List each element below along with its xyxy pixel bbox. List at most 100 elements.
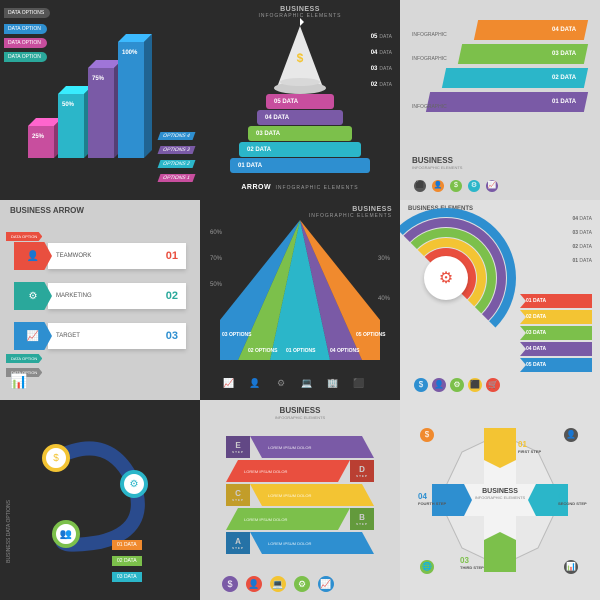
data-label: 01 DATA: [112, 540, 142, 550]
ribbon: 01 DATA: [426, 92, 588, 112]
zigzag-row: CSTEPLOREM IPSUM DOLOR: [226, 484, 374, 506]
panel-arrow-rows: BUSINESS ARROW 👤 TEAMWORK01 ⚙ MARKETING0…: [0, 200, 200, 400]
arrow-row: ⚙ MARKETING02: [14, 280, 186, 312]
spiral-node: 👥: [52, 520, 80, 548]
percent-label: 50%: [210, 282, 222, 288]
option-label: 03 OPTIONS: [222, 332, 251, 338]
row-plate: TARGET03: [48, 323, 186, 349]
arc-center-icon: ⚙: [424, 256, 468, 300]
data-row: 02 DATA: [520, 310, 592, 324]
arc-rlabel: 02 DATA: [572, 244, 592, 250]
mini-icon: 👤: [246, 576, 262, 592]
data-row: 01 DATA: [520, 294, 592, 308]
option-label: OPTIONS 3: [158, 146, 196, 154]
ribbon: 02 DATA: [442, 68, 588, 88]
step-rlabel: 05DATA: [371, 34, 392, 40]
panel7-sidelabel: BUSINESS DATA OPTIONS: [6, 500, 12, 563]
data-option-tag: DATA OPTION: [4, 24, 47, 34]
mini-icon: 📈: [318, 576, 334, 592]
bar-3d: 50%: [58, 86, 84, 158]
mini-icon: 👤: [432, 378, 446, 392]
data-option-tag: DATA OPTION: [4, 38, 47, 48]
mini-icon: $: [222, 576, 238, 592]
mini-icon: ⬛: [352, 378, 366, 392]
option-label: OPTIONS 1: [158, 174, 196, 182]
infographic-grid: DATA OPTIONS DATA OPTION DATA OPTION DATA …: [0, 0, 600, 600]
data-label: 03 DATA: [112, 572, 142, 582]
arc-rlabel: 01 DATA: [572, 258, 592, 264]
octagon-arm-label: 01FIRST STEP: [518, 440, 541, 454]
mini-icon: ⚙: [450, 378, 464, 392]
percent-label: 30%: [378, 256, 390, 262]
mini-icon: 💻: [300, 378, 314, 392]
panel-pyramid-steps: BUSINESS INFOGRAPHIC ELEMENTS $ 01 DATA0…: [200, 0, 400, 200]
percent-label: 70%: [210, 256, 222, 262]
mini-icon: 🏢: [326, 378, 340, 392]
mini-icon: ⚙: [274, 378, 288, 392]
panel1-title-tag: DATA OPTIONS: [4, 8, 50, 18]
bar-3d: 100%: [118, 34, 144, 158]
option-label: 04 OPTIONS: [330, 348, 359, 354]
side-label: INFOGRAPHIC: [412, 56, 447, 62]
panel-octagon: BUSINESS INFOGRAPHIC ELEMENTS 01FIRST ST…: [400, 400, 600, 600]
panel9-title: BUSINESS INFOGRAPHIC ELEMENTS: [400, 488, 600, 500]
mini-icon: 👤: [432, 180, 444, 192]
percent-label: 40%: [378, 296, 390, 302]
data-row: 04 DATA: [520, 342, 592, 356]
mini-icon: ⬛: [414, 180, 426, 192]
pyramid-step: 01 DATA: [230, 158, 370, 173]
step-rlabel: 02DATA: [371, 82, 392, 88]
data-option-tag: DATA OPTION: [6, 354, 42, 363]
pyramid-step: 04 DATA: [257, 110, 343, 125]
arrow-head-icon: ⚙: [14, 282, 52, 310]
mini-icon: 📈: [486, 180, 498, 192]
mini-icon: 👤: [564, 428, 578, 442]
row-plate: MARKETING02: [48, 283, 186, 309]
spiral-svg: [0, 400, 200, 600]
bar-3d: 25%: [28, 118, 54, 158]
zigzag-row: ESTEPLOREM IPSUM DOLOR: [226, 436, 374, 458]
panel2-footer: ARROW INFOGRAPHIC ELEMENTS: [200, 176, 400, 194]
arc-rlabel: 04 DATA: [572, 216, 592, 222]
mini-icon: 🛒: [486, 378, 500, 392]
arc-rlabel: 03 DATA: [572, 230, 592, 236]
panel4-title: BUSINESS ARROW: [10, 206, 84, 215]
spiral-node: $: [42, 444, 70, 472]
bar-3d: 75%: [88, 60, 114, 158]
panel8-title: BUSINESS INFOGRAPHIC ELEMENTS: [200, 406, 400, 420]
step-rlabel: 04DATA: [371, 50, 392, 56]
chart-icon: 📊: [10, 373, 27, 390]
data-row: 03 DATA: [520, 326, 592, 340]
zigzag-row: ASTEPLOREM IPSUM DOLOR: [226, 532, 374, 554]
panel-zigzag: BUSINESS INFOGRAPHIC ELEMENTS ESTEPLOREM…: [200, 400, 400, 600]
pyramid-step: 02 DATA: [239, 142, 361, 157]
mini-icon: 🌐: [420, 560, 434, 574]
mini-icon: 💻: [270, 576, 286, 592]
pyramid-step: 03 DATA: [248, 126, 352, 141]
panel-layered-ribbons: 04 DATA 03 DATA 02 DATA 01 DATA INFOGRAPHIC…: [400, 0, 600, 200]
panel-spiral: $⚙👥 01 DATA02 DATA03 DATA BUSINESS DATA …: [0, 400, 200, 600]
mini-icon: $: [414, 378, 428, 392]
arrow-row: 👤 TEAMWORK01: [14, 240, 186, 272]
option-label: 05 OPTIONS: [356, 332, 385, 338]
ribbon: 04 DATA: [474, 20, 588, 40]
data-row: 05 DATA: [520, 358, 592, 372]
mini-icon: 📊: [564, 560, 578, 574]
svg-text:$: $: [297, 51, 304, 65]
side-label: INFOGRAPHIC: [412, 32, 447, 38]
ribbon: 03 DATA: [458, 44, 588, 64]
arrow-row: 📈 TARGET03: [14, 320, 186, 352]
mini-icon: $: [450, 180, 462, 192]
octagon-arm-label: 03THIRD STEP: [460, 556, 484, 570]
zigzag-row: LOREM IPSUM DOLORDSTEP: [226, 460, 374, 482]
side-label: INFOGRAPHIC: [412, 104, 447, 110]
mini-icon: 👤: [248, 378, 262, 392]
step-rlabel: 03DATA: [371, 66, 392, 72]
option-label: OPTIONS 2: [158, 160, 196, 168]
data-label: 02 DATA: [112, 556, 142, 566]
data-option-tag: DATA OPTION: [4, 52, 47, 62]
pyramid-step: 05 DATA: [266, 94, 334, 109]
mini-icon: 📈: [222, 378, 236, 392]
option-label: OPTIONS 4: [158, 132, 196, 140]
arrow-head-icon: 📈: [14, 322, 52, 350]
